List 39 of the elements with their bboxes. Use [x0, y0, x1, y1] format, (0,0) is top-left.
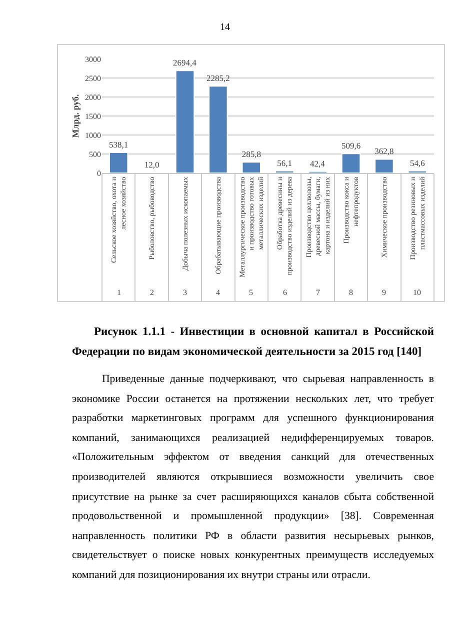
bar [108, 152, 128, 173]
text: Приведенные данные подчеркивают, что сырьевая направленность в экономике России останется на протяжении нескольких лет, что требует разработки маркетинговых программ для успешного функционирования компаний, занимающихся реализацией недифференцируемых товаров. «Положительным эффектом от введения санкций для отечественных производителей являются открывшиеся возможности увеличить свое присутствие на рынке за счет расширяющихся каналов сбыта собственной продовольственной и промышленной продукции» [38]. Современная направленность политики РФ в области развития несырьевых рынков, свидетельствует о поиске новых конкурентных преимуществ исследуемых компаний для позиционирования их внутри страны или отрасли. [72, 373, 434, 581]
text: 7 [316, 288, 320, 297]
text: Рисунок 1.1.1 - Инвестиции в основной капитал в Российской Федерации по видам экономической деятельности за 2015 год [140] [72, 325, 434, 360]
y-axis-title: Млрд. руб. [70, 94, 80, 138]
text: 5 [249, 288, 253, 297]
text: 14 [219, 22, 231, 33]
data-label: 2285,2 [206, 73, 230, 84]
data-label: 509,6 [341, 140, 361, 151]
y-tick-label: 0 [97, 168, 101, 178]
text: 8 [349, 288, 353, 297]
data-label: 54,6 [410, 158, 425, 168]
text: 1 [117, 288, 121, 297]
text: 2 [150, 288, 154, 297]
data-label: 362,8 [374, 146, 394, 156]
data-label: 42,4 [310, 158, 326, 168]
text: 4 [216, 288, 220, 297]
y-tick-label: 2000 [85, 92, 101, 102]
y-tick-label: 2500 [85, 74, 101, 83]
data-label: 56,1 [277, 158, 292, 168]
data-label: 538,1 [109, 140, 128, 150]
y-tick-label: 500 [89, 150, 101, 159]
text: 9 [382, 288, 386, 297]
bar [208, 86, 228, 173]
bar [341, 153, 361, 173]
data-label: 12,0 [144, 160, 160, 170]
y-tick-label: 1000 [85, 130, 101, 140]
bar [175, 70, 195, 173]
data-label: 2694,4 [172, 58, 198, 68]
bar [408, 170, 428, 173]
data-label: 285,8 [242, 149, 261, 160]
bar [274, 170, 294, 173]
text: 10 [413, 288, 421, 297]
bar [374, 158, 394, 173]
bar [242, 162, 262, 173]
y-tick-label: 3000 [85, 54, 101, 64]
y-tick-label: 1500 [85, 112, 101, 121]
text: 3 [183, 288, 187, 297]
text: 6 [283, 288, 287, 297]
